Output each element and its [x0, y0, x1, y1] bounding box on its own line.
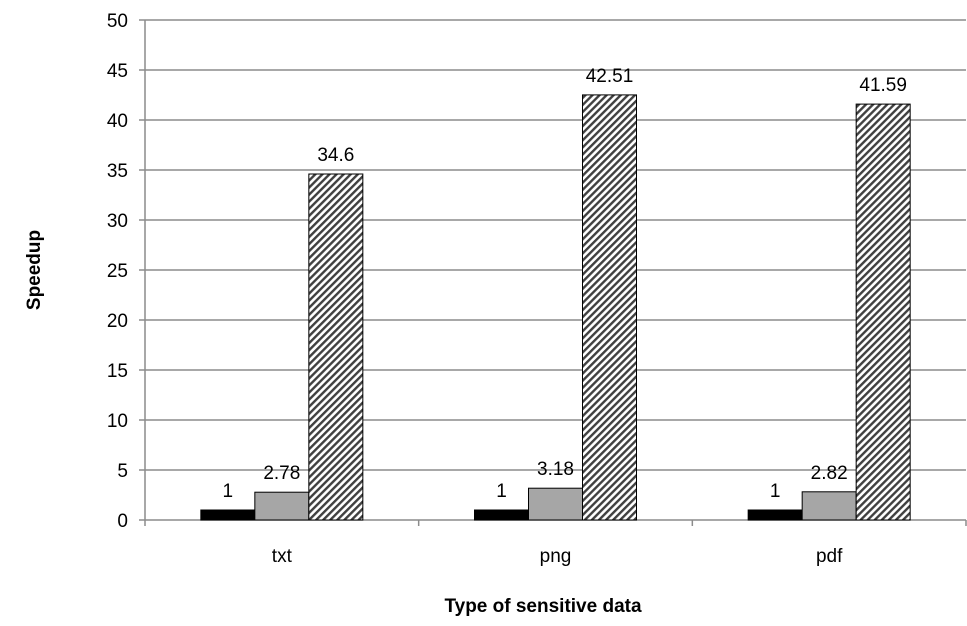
x-tick-label: txt	[272, 546, 293, 567]
y-tick-label: 50	[107, 11, 128, 32]
bars	[200, 94, 911, 521]
y-axis-title: Speedup	[24, 230, 45, 310]
gridlines	[145, 19, 966, 471]
data-label: 42.51	[586, 66, 634, 87]
y-tick-label: 25	[107, 261, 128, 282]
y-tick-label: 20	[107, 311, 128, 332]
bar	[855, 103, 911, 521]
data-label: 2.78	[263, 463, 300, 484]
data-label: 1	[770, 481, 781, 502]
y-tick-label: 35	[107, 161, 128, 182]
x-tick-label: pdf	[816, 546, 843, 567]
data-label: 3.18	[537, 459, 574, 480]
y-tick-label: 45	[107, 61, 128, 82]
x-axis-title: Type of sensitive data	[444, 596, 642, 617]
data-label: 2.82	[811, 463, 848, 484]
data-label: 1	[223, 481, 234, 502]
y-tick-label: 15	[107, 361, 128, 382]
data-labels: 1 2.78 34.6 1 3.18 42.51 1 2.82 41.59	[223, 66, 907, 502]
data-label: 41.59	[859, 75, 907, 96]
bar	[801, 491, 857, 521]
bar	[200, 509, 256, 521]
y-tick-label: 30	[107, 211, 128, 232]
x-tick-label: png	[540, 546, 572, 567]
data-label: 34.6	[317, 145, 354, 166]
y-tick-label: 5	[117, 461, 128, 482]
bar	[254, 491, 310, 521]
bar	[747, 509, 803, 521]
bar	[582, 94, 637, 521]
y-tick-label: 0	[117, 511, 128, 532]
bar	[528, 487, 583, 521]
y-tick-label: 40	[107, 111, 128, 132]
data-label: 1	[496, 481, 507, 502]
y-tick-label: 10	[107, 411, 128, 432]
bar	[474, 509, 529, 521]
bar	[308, 173, 364, 521]
